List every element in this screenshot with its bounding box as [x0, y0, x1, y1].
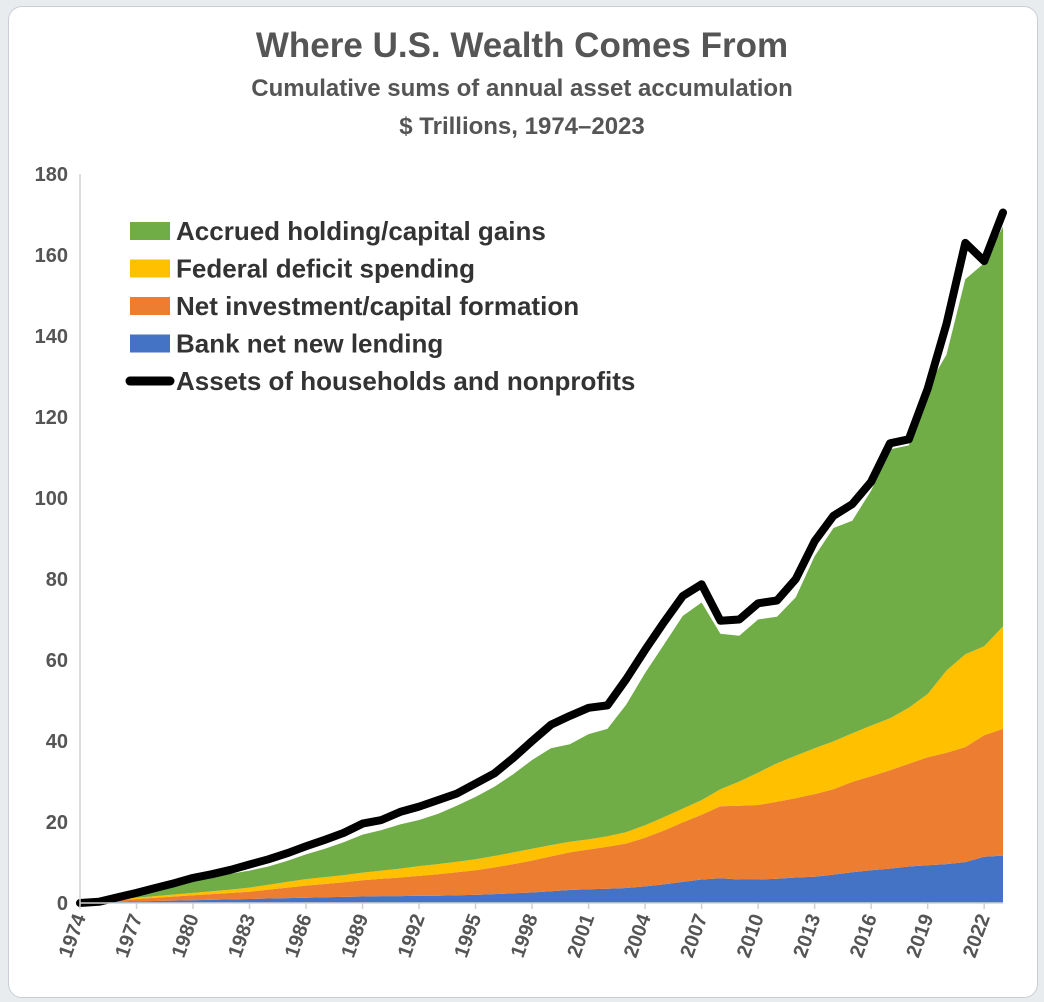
area-bank-net-new-lending — [80, 855, 1003, 903]
x-tick-label: 1989 — [337, 911, 373, 960]
x-tick-label: 1974 — [55, 910, 91, 960]
x-tick-label: 1983 — [224, 911, 260, 960]
legend-label-assets-households-nonprofits: Assets of households and nonprofits — [176, 366, 635, 396]
legend-label-net-investment-capital-formation: Net investment/capital formation — [176, 291, 579, 321]
legend-label-federal-deficit-spending: Federal deficit spending — [176, 254, 475, 284]
x-tick-label: 2001 — [563, 911, 599, 960]
x-tick-label: 2022 — [959, 911, 995, 960]
x-tick-label: 2010 — [733, 911, 769, 960]
x-tick-label: 1998 — [507, 911, 543, 960]
x-tick-label: 1986 — [281, 911, 317, 960]
chart-subtitle: Cumulative sums of annual asset accumula… — [251, 75, 793, 102]
y-tick-label: 80 — [46, 569, 68, 591]
legend-label-bank-net-new-lending: Bank net new lending — [176, 329, 443, 359]
legend-swatch-federal-deficit-spending — [130, 259, 170, 278]
x-tick-label: 1992 — [394, 911, 430, 960]
y-tick-label: 140 — [35, 326, 68, 348]
area-accrued-holding-capital-gains — [80, 226, 1003, 904]
y-tick-label: 60 — [46, 650, 68, 672]
x-tick-label: 2016 — [846, 911, 882, 960]
area-net-investment-capital-formation — [80, 728, 1003, 903]
x-tick-label: 2013 — [789, 911, 825, 960]
y-tick-label: 160 — [35, 245, 68, 267]
legend-swatch-bank-net-new-lending — [130, 334, 170, 353]
y-tick-label: 20 — [46, 812, 68, 834]
x-tick-label: 1980 — [168, 911, 204, 960]
x-tick-label: 2019 — [902, 911, 938, 960]
x-tick-label: 1977 — [111, 911, 147, 960]
y-tick-label: 40 — [46, 731, 68, 753]
legend-swatch-accrued-holding-capital-gains — [130, 222, 170, 240]
chart-title: Where U.S. Wealth Comes From — [255, 26, 789, 65]
y-tick-label: 120 — [35, 407, 68, 429]
y-tick-label: 180 — [35, 164, 68, 186]
chart-subtitle-units: $ Trillions, 1974–2023 — [399, 113, 645, 140]
x-tick-label: 2004 — [620, 910, 656, 960]
area-federal-deficit-spending — [80, 626, 1003, 903]
chart-legend: Accrued holding/capital gains Federal def… — [125, 216, 635, 396]
x-tick-label: 2007 — [676, 911, 712, 960]
line-assets-households-nonprofits — [76, 208, 1007, 907]
legend-swatch-net-investment-capital-formation — [130, 297, 170, 315]
x-tick-label: 1995 — [450, 911, 486, 960]
y-tick-label: 0 — [57, 893, 68, 915]
y-tick-label: 100 — [35, 488, 68, 510]
legend-label-accrued-holding-capital-gains: Accrued holding/capital gains — [176, 216, 546, 246]
